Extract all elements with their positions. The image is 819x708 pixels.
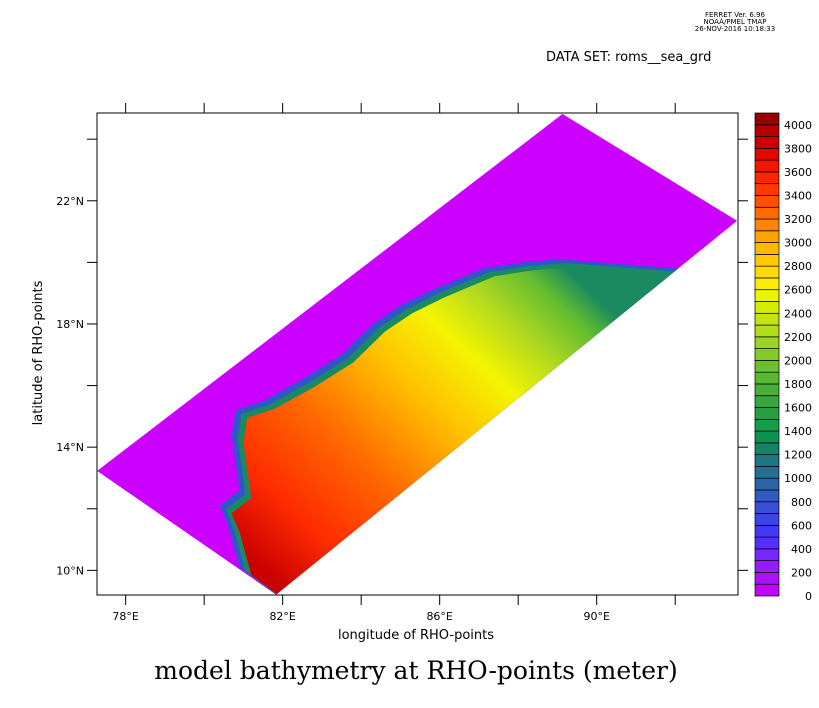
colorbar-swatch bbox=[754, 572, 780, 585]
colorbar-swatch bbox=[754, 265, 780, 279]
colorbar-label: 1400 bbox=[784, 425, 812, 438]
ferret-version: FERRET Ver. 6.96 bbox=[705, 11, 765, 19]
colorbar-label: 4000 bbox=[784, 119, 812, 132]
x-tick-label: 78°E bbox=[112, 610, 138, 623]
colorbar-swatch bbox=[754, 183, 780, 196]
colorbar-swatch bbox=[754, 489, 780, 503]
colorbar: 0 200 400 600 800 1000 1200 1400 1600 1800 2000 220… bbox=[754, 112, 812, 603]
y-axis-label: latitude of RHO-points bbox=[31, 280, 46, 425]
colorbar-label: 2600 bbox=[784, 284, 812, 297]
colorbar-label: 800 bbox=[791, 496, 812, 509]
colorbar-label: 1200 bbox=[784, 449, 812, 462]
colorbar-label: 600 bbox=[791, 519, 812, 532]
colorbar-swatch bbox=[754, 418, 780, 432]
colorbar-label: 400 bbox=[791, 543, 812, 556]
colorbar-swatch bbox=[754, 466, 780, 479]
colorbar-swatch bbox=[754, 206, 780, 220]
colorbar-swatch bbox=[754, 395, 780, 408]
colorbar-swatch bbox=[754, 407, 780, 420]
colorbar-label: 1600 bbox=[784, 402, 812, 415]
colorbar-swatch bbox=[754, 348, 780, 361]
colorbar-swatch bbox=[754, 548, 780, 562]
colorbar-swatch bbox=[754, 383, 780, 397]
colorbar-label: 3800 bbox=[784, 142, 812, 155]
colorbar-swatch bbox=[754, 501, 780, 514]
colorbar-swatch bbox=[754, 583, 780, 597]
colorbar-swatch bbox=[754, 430, 780, 444]
colorbar-swatch bbox=[754, 159, 780, 173]
colorbar-swatch bbox=[754, 513, 780, 526]
colorbar-swatch bbox=[754, 171, 780, 185]
colorbar-label: 1800 bbox=[784, 378, 812, 391]
colorbar-swatch bbox=[754, 218, 780, 232]
colorbar-label: 3000 bbox=[784, 237, 812, 250]
colorbar-swatch bbox=[754, 136, 780, 149]
colorbar-swatch bbox=[754, 147, 780, 161]
plot-timestamp: 26-NOV-2016 10:18:33 bbox=[694, 25, 776, 33]
colorbar-swatch bbox=[754, 289, 780, 302]
y-tick-label: 18°N bbox=[56, 318, 84, 331]
colorbar-swatch bbox=[754, 360, 780, 373]
bathymetry-field bbox=[97, 113, 738, 595]
colorbar-swatch bbox=[754, 277, 780, 291]
colorbar-label: 2000 bbox=[784, 354, 812, 367]
y-tick-label: 22°N bbox=[56, 195, 84, 208]
colorbar-label: 2200 bbox=[784, 331, 812, 344]
colorbar-label: 2400 bbox=[784, 307, 812, 320]
colorbar-swatch bbox=[754, 477, 780, 491]
colorbar-swatch bbox=[754, 124, 780, 137]
colorbar-label: 2800 bbox=[784, 260, 812, 273]
colorbar-swatch bbox=[754, 524, 780, 538]
colorbar-label: 200 bbox=[791, 566, 812, 579]
ferret-org: NOAA/PMEL TMAP bbox=[703, 18, 767, 26]
colorbar-swatch bbox=[754, 230, 780, 243]
x-tick-label: 82°E bbox=[269, 610, 295, 623]
colorbar-swatch bbox=[754, 195, 780, 208]
colorbar-swatch bbox=[754, 536, 780, 550]
x-tick-label: 86°E bbox=[426, 610, 452, 623]
colorbar-swatch bbox=[754, 454, 780, 467]
y-tick-label: 14°N bbox=[56, 441, 84, 454]
plot-frame bbox=[96, 112, 739, 596]
colorbar-swatch bbox=[754, 242, 780, 255]
x-tick-label: 90°E bbox=[583, 610, 609, 623]
colorbar-swatch bbox=[754, 442, 780, 455]
colorbar-swatch bbox=[754, 371, 780, 385]
colorbar-swatch bbox=[754, 112, 780, 126]
colorbar-label: 3400 bbox=[784, 189, 812, 202]
colorbar-label: 1000 bbox=[784, 472, 812, 485]
colorbar-swatch bbox=[754, 254, 780, 267]
colorbar-swatch bbox=[754, 301, 780, 314]
colorbar-swatch bbox=[754, 560, 780, 573]
dataset-label: DATA SET: roms__sea_grd bbox=[546, 50, 712, 65]
colorbar-label: 0 bbox=[805, 590, 812, 603]
colorbar-swatch bbox=[754, 312, 780, 326]
colorbar-swatch bbox=[754, 324, 780, 338]
colorbar-label: 3200 bbox=[784, 213, 812, 226]
x-axis-label: longitude of RHO-points bbox=[338, 628, 494, 643]
colorbar-swatch bbox=[754, 336, 780, 349]
chart-title: model bathymetry at RHO-points (meter) bbox=[154, 656, 678, 685]
colorbar-label: 3600 bbox=[784, 166, 812, 179]
y-tick-label: 10°N bbox=[56, 564, 84, 577]
